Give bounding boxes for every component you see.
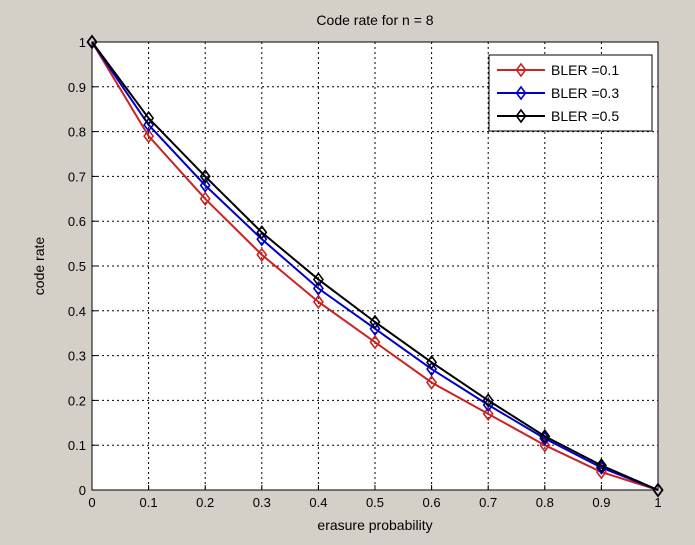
x-tick-label: 0.1 [140,495,158,510]
y-tick-label: 0.6 [68,214,86,229]
x-tick-label: 0.5 [366,495,384,510]
legend: BLER =0.1 BLER =0.3 BLER =0.5 [489,55,652,131]
y-tick-label: 0.9 [68,80,86,95]
y-tick-label: 0 [79,483,86,498]
x-tick-label: 0.8 [536,495,554,510]
legend-label: BLER =0.5 [551,108,619,124]
legend-label: BLER =0.1 [551,62,619,78]
y-tick-label: 0.2 [68,393,86,408]
y-tick-label: 0.4 [68,304,86,319]
y-tick-label: 0.3 [68,349,86,364]
y-tick-label: 0.5 [68,259,86,274]
y-tick-label: 1 [79,35,86,50]
x-tick-label: 0.6 [423,495,441,510]
y-axis-label: code rate [31,237,47,296]
x-tick-label: 0.7 [479,495,497,510]
x-tick-label: 0.2 [196,495,214,510]
x-tick-label: 0.9 [592,495,610,510]
legend-label: BLER =0.3 [551,85,619,101]
y-tick-label: 0.1 [68,438,86,453]
chart-title: Code rate for n = 8 [316,12,433,28]
x-tick-label: 0.4 [309,495,327,510]
x-tick-label: 0.3 [253,495,271,510]
y-tick-label: 0.7 [68,169,86,184]
x-axis-label: erasure probability [317,517,432,533]
x-tick-label: 0 [88,495,95,510]
y-tick-label: 0.8 [68,125,86,140]
